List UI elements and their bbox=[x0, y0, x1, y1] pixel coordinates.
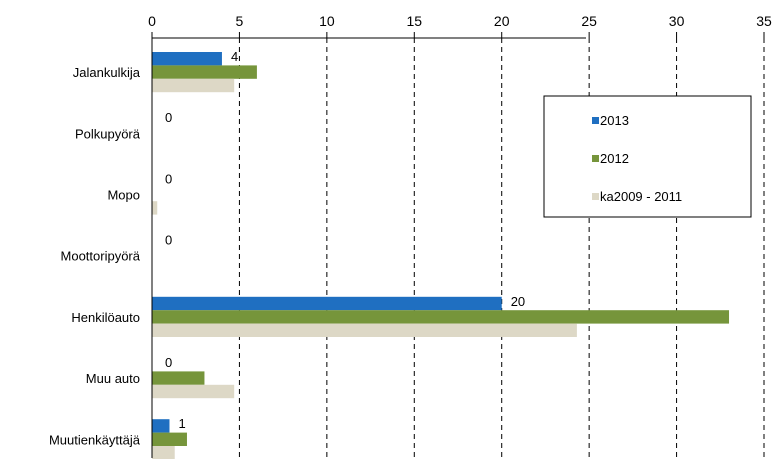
bar bbox=[152, 419, 170, 433]
axes bbox=[151, 37, 586, 458]
bar bbox=[152, 78, 235, 93]
category-label: Jalankulkija bbox=[73, 65, 141, 80]
legend-swatch bbox=[592, 193, 599, 200]
data-label: 4 bbox=[231, 49, 238, 64]
tick-label: 30 bbox=[669, 13, 685, 29]
legend-swatch bbox=[592, 155, 599, 162]
bar bbox=[152, 201, 158, 215]
legend: 2013 2012 ka2009 - 2011 bbox=[543, 95, 752, 218]
bar bbox=[152, 296, 502, 311]
bar bbox=[152, 371, 205, 385]
bar bbox=[152, 52, 222, 66]
category-label: Henkilöauto bbox=[71, 310, 140, 325]
bar bbox=[152, 65, 257, 79]
category-label: Moottoripyörä bbox=[61, 249, 141, 264]
category-labels: Jalankulkija Polkupyörä Mopo Moottoripyörä H… bbox=[49, 65, 141, 447]
tick-label: 15 bbox=[406, 13, 422, 29]
bars bbox=[152, 52, 730, 459]
tick-label: 35 bbox=[756, 13, 772, 29]
data-label: 0 bbox=[165, 171, 172, 186]
x-axis-ticks: 0 5 10 15 20 25 30 35 bbox=[148, 13, 772, 38]
legend-label: ka2009 - 2011 bbox=[600, 189, 682, 204]
bar bbox=[152, 323, 577, 337]
bar bbox=[152, 384, 235, 399]
category-label: Muu auto bbox=[86, 371, 140, 386]
category-label: Polkupyörä bbox=[75, 126, 141, 141]
legend-swatch bbox=[592, 117, 599, 124]
data-label: 0 bbox=[165, 110, 172, 125]
tick-label: 5 bbox=[236, 13, 244, 29]
tick-label: 25 bbox=[581, 13, 597, 29]
bar bbox=[152, 310, 730, 324]
tick-label: 20 bbox=[494, 13, 510, 29]
gridlines bbox=[238, 38, 765, 458]
bar bbox=[152, 432, 187, 446]
bar bbox=[152, 446, 175, 459]
category-label: Muutienkäyttäjä bbox=[49, 432, 141, 447]
data-labels: 4 0 0 0 20 0 1 bbox=[165, 49, 525, 431]
legend-label: 2012 bbox=[600, 151, 629, 166]
data-label: 1 bbox=[178, 416, 185, 431]
category-label: Mopo bbox=[107, 188, 140, 203]
legend-box bbox=[543, 95, 752, 218]
data-label: 0 bbox=[165, 355, 172, 370]
tick-label: 0 bbox=[148, 13, 156, 29]
data-label: 0 bbox=[165, 233, 172, 248]
data-label: 20 bbox=[511, 294, 525, 309]
tick-label: 10 bbox=[319, 13, 335, 29]
legend-label: 2013 bbox=[600, 113, 629, 128]
